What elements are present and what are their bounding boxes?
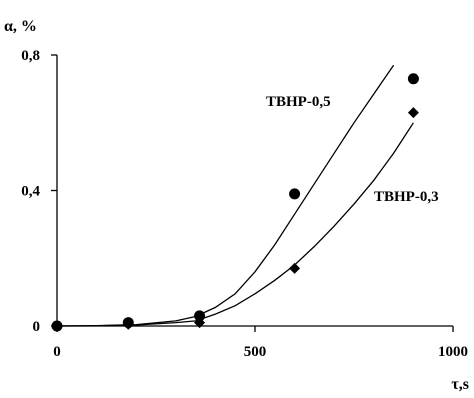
x-tick-label: 500: [244, 344, 267, 360]
series-label-tbhp-05: TBHP-0,5: [266, 94, 331, 110]
y-tick-label: 0: [33, 319, 41, 335]
fit-curve-series-1: [56, 122, 414, 327]
point-diamond: [289, 262, 301, 274]
point-diamond: [407, 107, 419, 119]
y-axis-title: α, %: [4, 18, 37, 35]
point-diamond: [51, 320, 63, 332]
point-circle: [194, 310, 206, 322]
fit-curves: [56, 64, 414, 327]
x-tick-label: 1000: [438, 344, 468, 360]
x-tick-label: 0: [53, 344, 61, 360]
x-axis-title: τ,s: [451, 376, 469, 393]
fit-curve-series-0: [56, 64, 395, 327]
point-circle: [407, 73, 419, 85]
point-diamond: [122, 318, 134, 330]
y-tick-label: 0,4: [21, 184, 40, 200]
ticks: 0 500 1000 0 0,4 0,8: [21, 48, 468, 360]
point-diamond: [194, 317, 206, 329]
point-circle: [289, 188, 301, 200]
y-tick-label: 0,8: [21, 48, 40, 64]
series-label-tbhp-03: TBHP-0,3: [374, 189, 439, 205]
data-points: [51, 73, 419, 332]
